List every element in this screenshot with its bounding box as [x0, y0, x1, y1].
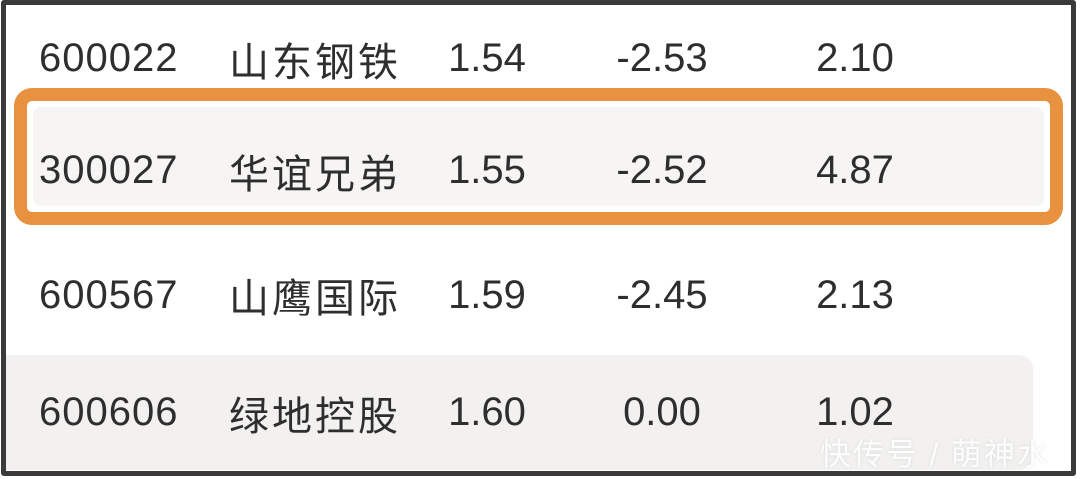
- stock-code: 600567: [39, 272, 179, 317]
- stock-row-600567[interactable]: 600567 山鹰国际 1.59 -2.45 2.13: [6, 225, 1071, 355]
- zebra-row-background: [6, 355, 1033, 470]
- stock-name: 绿地控股: [229, 394, 401, 439]
- stock-code: 300027: [39, 148, 179, 192]
- stock-row-600606[interactable]: 600606 绿地控股 1.60 0.00 1.02: [6, 355, 1071, 470]
- stock-name: 山东钢铁: [229, 40, 401, 85]
- stock-code: 600022: [39, 36, 179, 80]
- stock-name: 华谊兄弟: [229, 152, 401, 197]
- stock-value: 2.10: [816, 36, 894, 80]
- stock-value: 4.87: [816, 148, 894, 192]
- highlight-annotation-box: 300027 华谊兄弟 1.55 -2.52 4.87: [14, 88, 1063, 225]
- stock-price: 1.54: [448, 36, 526, 80]
- stock-value: 2.13: [816, 272, 894, 317]
- stock-code: 600606: [39, 390, 179, 434]
- stock-change-pct: -2.52: [616, 148, 708, 192]
- stock-change-pct: -2.53: [616, 36, 708, 80]
- stock-price: 1.59: [448, 272, 526, 317]
- stock-change-pct: 0.00: [623, 390, 701, 434]
- stock-row-600022[interactable]: 600022 山东钢铁 1.54 -2.53 2.10: [6, 5, 1071, 88]
- stock-name: 山鹰国际: [229, 277, 401, 321]
- stock-price: 1.55: [448, 148, 526, 192]
- stock-change-pct: -2.45: [616, 272, 708, 317]
- stock-value: 1.02: [816, 390, 894, 434]
- stock-price: 1.60: [448, 390, 526, 434]
- stock-row-300027[interactable]: 300027 华谊兄弟 1.55 -2.52 4.87: [33, 107, 1044, 206]
